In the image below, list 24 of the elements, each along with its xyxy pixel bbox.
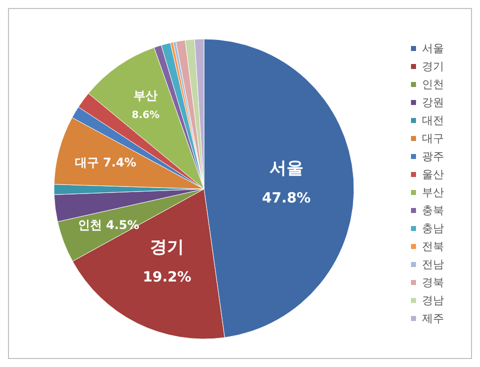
- legend-label: 전남: [422, 258, 444, 271]
- legend-label: 대구: [422, 132, 444, 145]
- legend-label: 경북: [422, 276, 444, 289]
- legend-label: 경기: [422, 60, 444, 73]
- data-label: 8.6%: [132, 110, 160, 121]
- slice-label: 서울: [269, 158, 304, 178]
- legend-label: 충북: [422, 204, 444, 217]
- category-label: 인천 4.5%: [78, 218, 140, 232]
- legend-label: 경남: [422, 294, 444, 307]
- data-label: 47.8%: [262, 190, 311, 206]
- legend-label: 부산: [422, 186, 444, 199]
- legend-label: 충남: [422, 222, 444, 235]
- legend-label: 서울: [422, 42, 444, 55]
- data-label: 19.2%: [142, 270, 192, 286]
- slice-label: 경기: [150, 238, 184, 258]
- legend-label: 인천: [422, 78, 444, 91]
- legend-label: 울산: [422, 168, 444, 181]
- legend-label: 대전: [422, 114, 444, 127]
- legend-label: 강원: [422, 96, 444, 109]
- legend-label: 전북: [422, 240, 444, 253]
- slice-label: 부산: [134, 88, 158, 102]
- legend-label: 광주: [422, 150, 444, 163]
- legend-label: 제주: [422, 312, 444, 325]
- category-label: 대구 7.4%: [74, 155, 136, 170]
